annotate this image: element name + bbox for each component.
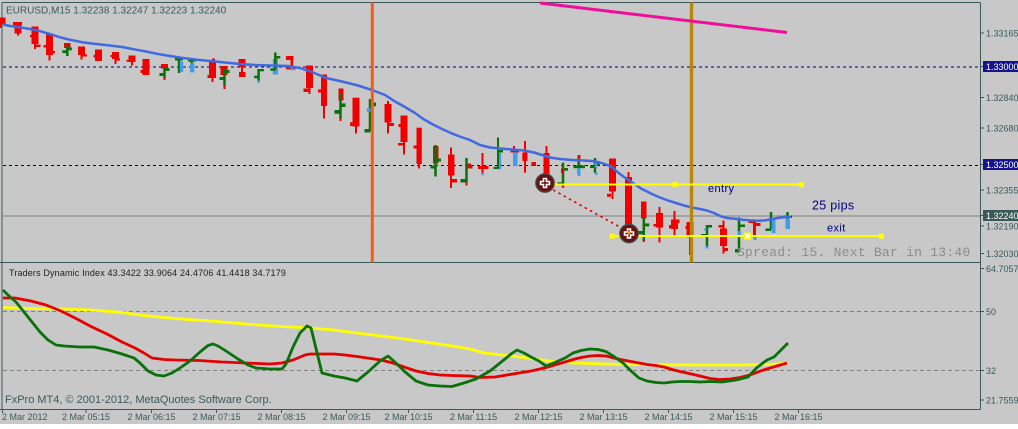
svg-text:64.7057: 64.7057 <box>986 264 1018 274</box>
svg-text:50: 50 <box>986 307 996 317</box>
svg-text:1.32355: 1.32355 <box>986 186 1018 196</box>
svg-text:exit: exit <box>827 223 846 235</box>
svg-text:32: 32 <box>986 366 996 376</box>
svg-text:2 Mar 13:15: 2 Mar 13:15 <box>579 412 627 422</box>
svg-text:2 Mar 09:15: 2 Mar 09:15 <box>322 412 370 422</box>
svg-text:21.7559: 21.7559 <box>986 396 1018 406</box>
svg-text:1.32190: 1.32190 <box>986 222 1018 232</box>
svg-text:1.32500: 1.32500 <box>986 160 1018 170</box>
svg-text:2 Mar 11:15: 2 Mar 11:15 <box>450 412 497 422</box>
svg-text:2 Mar 07:15: 2 Mar 07:15 <box>192 412 240 422</box>
svg-text:2 Mar 12:15: 2 Mar 12:15 <box>514 412 562 422</box>
svg-text:2 Mar 08:15: 2 Mar 08:15 <box>257 412 305 422</box>
svg-text:2 Mar 05:15: 2 Mar 05:15 <box>62 412 110 422</box>
svg-text:1.32240: 1.32240 <box>986 211 1018 221</box>
svg-text:1.32680: 1.32680 <box>986 124 1018 134</box>
svg-text:EURUSD,M15 1.32238 1.32247 1.: EURUSD,M15 1.32238 1.32247 1.32223 1.322… <box>6 6 227 17</box>
svg-text:2 Mar 10:15: 2 Mar 10:15 <box>384 412 432 422</box>
svg-text:25 pips: 25 pips <box>812 199 854 213</box>
svg-text:Spread: 15. Next Bar in 13:40: Spread: 15. Next Bar in 13:40 <box>737 245 971 260</box>
svg-text:2 Mar 16:15: 2 Mar 16:15 <box>774 412 822 422</box>
svg-text:2 Mar 06:15: 2 Mar 06:15 <box>127 412 175 422</box>
svg-text:FxPro MT4, © 2001-2012, MetaQu: FxPro MT4, © 2001-2012, MetaQuotes Softw… <box>5 394 272 406</box>
svg-text:2 Mar 15:15: 2 Mar 15:15 <box>709 412 757 422</box>
svg-text:entry: entry <box>708 183 735 195</box>
svg-text:1.32840: 1.32840 <box>986 93 1018 103</box>
svg-text:1.33000: 1.33000 <box>986 62 1018 72</box>
svg-text:2 Mar 2012: 2 Mar 2012 <box>2 412 48 422</box>
svg-text:1.32030: 1.32030 <box>986 249 1018 259</box>
svg-text:2 Mar 14:15: 2 Mar 14:15 <box>644 412 692 422</box>
svg-text:1.33165: 1.33165 <box>986 29 1018 39</box>
svg-text:Traders Dynamic Index 43.3422: Traders Dynamic Index 43.3422 33.9064 24… <box>9 268 286 278</box>
